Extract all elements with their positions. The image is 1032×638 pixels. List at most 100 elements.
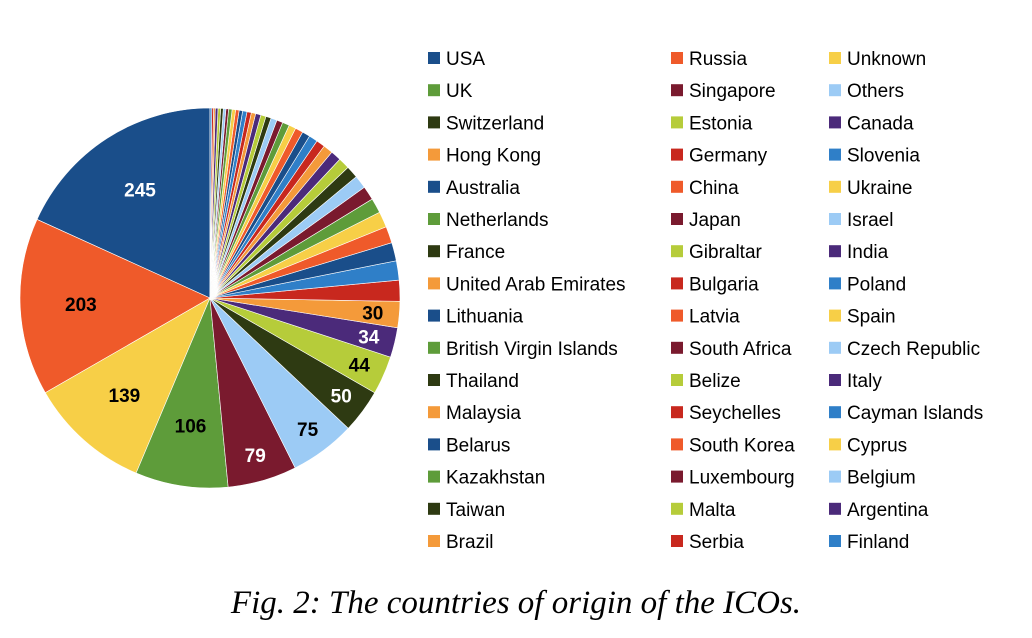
legend-swatch-latvia [671, 309, 683, 322]
legend-swatch-others [829, 84, 841, 97]
legend-label-estonia: Estonia [689, 113, 753, 134]
legend-swatch-japan [671, 213, 683, 225]
legend-label-czech-republic: Czech Republic [847, 339, 980, 360]
legend-swatch-bulgaria [671, 277, 683, 290]
legend-swatch-canada [829, 116, 841, 129]
pie-chart: 245 203 139 106 79 75 50 44 34 30 USA Russia Unknow… [19, 49, 983, 553]
legend-label-spain: Spain [847, 307, 896, 328]
legend-swatch-poland [829, 277, 841, 290]
legend-swatch-italy [829, 374, 841, 386]
legend-label-serbia: Serbia [689, 532, 744, 553]
pie-slice-uk [135, 297, 229, 489]
legend-label-argentina: Argentina [847, 500, 929, 521]
legend-swatch-belgium [829, 470, 841, 483]
legend-label-india: India [847, 242, 889, 263]
legend-label-lithuania: Lithuania [446, 307, 524, 328]
legend-label-south-korea: South Korea [689, 435, 795, 456]
legend-swatch-argentina [829, 502, 841, 515]
legend-label-singapore: Singapore [689, 81, 776, 102]
legend-swatch-germany [671, 148, 683, 161]
pie-slices [19, 107, 401, 489]
legend-swatch-cyprus [829, 438, 841, 451]
data-label-canada: 34 [358, 327, 380, 348]
legend-label-others: Others [847, 81, 904, 102]
legend-label-malaysia: Malaysia [446, 403, 521, 424]
legend-swatch-australia [428, 180, 440, 193]
legend-label-united-arab-emirates: United Arab Emirates [446, 274, 626, 295]
legend-label-bulgaria: Bulgaria [689, 274, 759, 295]
legend-swatch-france [428, 245, 440, 258]
legend-swatch-russia [671, 52, 683, 64]
legend-swatch-united-arab-emirates [428, 277, 440, 290]
legend-label-netherlands: Netherlands [446, 210, 548, 231]
legend-label-belize: Belize [689, 371, 741, 392]
legend: USA Russia Unknown UK Singapore Others Switzer… [428, 49, 983, 553]
legend-label-germany: Germany [689, 146, 768, 167]
legend-label-cayman-islands: Cayman Islands [847, 403, 983, 424]
legend-swatch-serbia [671, 535, 683, 547]
legend-swatch-malta [671, 502, 683, 515]
legend-label-seychelles: Seychelles [689, 403, 781, 424]
legend-swatch-china [671, 180, 683, 193]
legend-label-australia: Australia [446, 178, 520, 199]
legend-label-finland: Finland [847, 532, 909, 553]
data-label-estonia: 44 [349, 356, 371, 377]
legend-swatch-ukraine [829, 180, 841, 193]
legend-swatch-taiwan [428, 502, 440, 515]
legend-label-kazakhstan: Kazakhstan [446, 468, 545, 489]
legend-label-south-africa: South Africa [689, 339, 792, 360]
legend-swatch-brazil [428, 535, 440, 547]
legend-swatch-czech-republic [829, 341, 841, 354]
legend-label-malta: Malta [689, 500, 736, 521]
legend-label-belgium: Belgium [847, 468, 916, 489]
legend-label-belarus: Belarus [446, 435, 510, 456]
pie-data-labels: 245 203 139 106 79 75 50 44 34 30 [65, 180, 383, 467]
pie-slice-russia [19, 219, 211, 394]
legend-label-slovenia: Slovenia [847, 146, 920, 167]
legend-label-unknown: Unknown [847, 49, 926, 70]
legend-label-ukraine: Ukraine [847, 178, 912, 199]
legend-label-usa: USA [446, 49, 485, 70]
legend-swatch-spain [829, 309, 841, 322]
legend-swatch-uk [428, 84, 440, 97]
legend-label-british-virgin-islands: British Virgin Islands [446, 339, 618, 360]
legend-label-japan: Japan [689, 210, 741, 231]
data-label-others: 75 [297, 420, 319, 441]
data-label-hong-kong: 30 [362, 303, 383, 324]
legend-swatch-south-africa [671, 341, 683, 354]
data-label-russia: 203 [65, 295, 97, 316]
data-label-unknown: 139 [109, 386, 141, 407]
legend-swatch-estonia [671, 116, 683, 129]
legend-swatch-usa [428, 52, 440, 64]
legend-label-taiwan: Taiwan [446, 500, 505, 521]
legend-swatch-belarus [428, 438, 440, 451]
data-label-uk: 106 [175, 417, 207, 438]
legend-label-israel: Israel [847, 210, 893, 231]
data-label-switzerland: 50 [331, 386, 352, 407]
legend-swatch-switzerland [428, 116, 440, 129]
data-label-usa: 245 [124, 180, 156, 201]
legend-swatch-british-virgin-islands [428, 341, 440, 354]
legend-swatch-gibraltar [671, 245, 683, 258]
legend-label-gibraltar: Gibraltar [689, 242, 763, 263]
legend-swatch-lithuania [428, 309, 440, 322]
legend-swatch-hong-kong [428, 148, 440, 161]
legend-swatch-kazakhstan [428, 470, 440, 483]
legend-swatch-singapore [671, 84, 683, 97]
legend-swatch-finland [829, 535, 841, 547]
pie-slice-usa [36, 107, 211, 299]
legend-label-thailand: Thailand [446, 371, 519, 392]
legend-swatch-slovenia [829, 148, 841, 161]
legend-swatch-malaysia [428, 406, 440, 419]
legend-swatch-luxembourg [671, 470, 683, 483]
legend-label-france: France [446, 242, 505, 263]
legend-label-luxembourg: Luxembourg [689, 468, 795, 489]
legend-label-switzerland: Switzerland [446, 113, 544, 134]
legend-label-canada: Canada [847, 113, 914, 134]
legend-swatch-india [829, 245, 841, 258]
legend-swatch-unknown [829, 52, 841, 64]
legend-label-italy: Italy [847, 371, 882, 392]
legend-swatch-cayman-islands [829, 406, 841, 419]
legend-label-hong-kong: Hong Kong [446, 146, 541, 167]
pie-slice-unknown [44, 297, 211, 474]
